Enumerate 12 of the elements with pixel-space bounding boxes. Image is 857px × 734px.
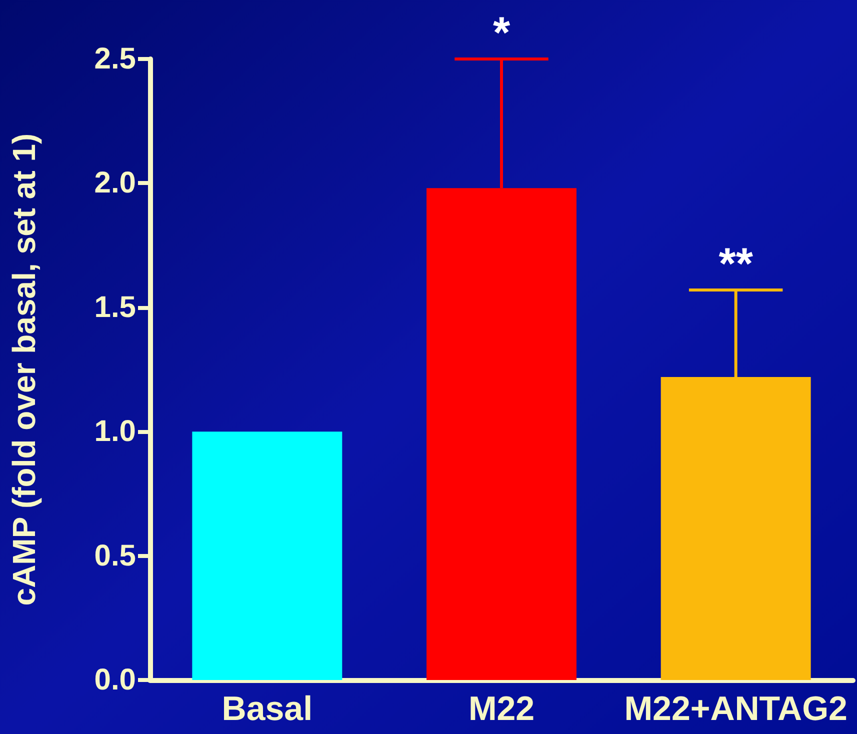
annotation: * xyxy=(492,8,511,58)
x-tick-label: M22 xyxy=(468,690,535,728)
x-tick-label: Basal xyxy=(222,690,313,728)
y-tick-label: 0.5 xyxy=(94,539,136,572)
x-tick-label: M22+ANTAG2 xyxy=(624,690,848,728)
y-tick-label: 1.5 xyxy=(94,290,136,324)
annotation: ** xyxy=(718,240,754,289)
y-tick-label: 0.0 xyxy=(94,664,136,696)
y-tick-label: 2.0 xyxy=(94,166,136,200)
y-tick-label: 1.0 xyxy=(94,415,136,448)
y-tick-label: 2.5 xyxy=(94,42,136,76)
y-axis-title: cAMP (fold over basal, set at 1) xyxy=(6,133,42,606)
